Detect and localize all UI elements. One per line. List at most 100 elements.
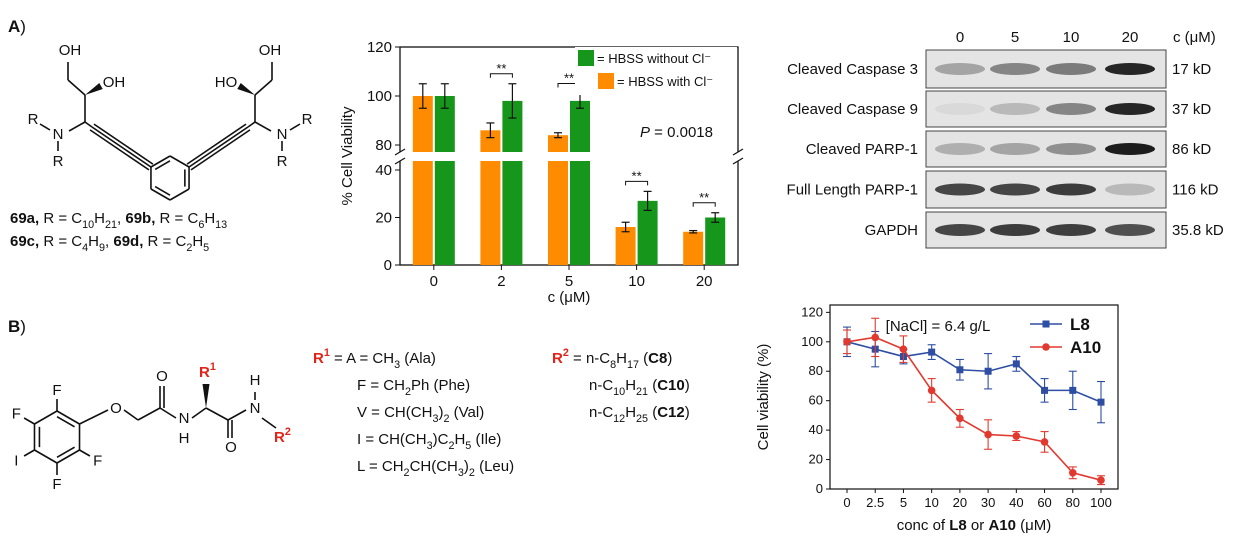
text-part: R <box>552 350 563 367</box>
band <box>935 143 985 155</box>
text-part: ) <box>685 404 690 421</box>
bond <box>57 411 80 424</box>
y-axis-label: Cell viability (%) <box>755 344 772 451</box>
text-part: P <box>640 124 650 141</box>
text: 69c, R = C4H9, 69d, R = C2H5 <box>10 233 209 254</box>
bond <box>228 410 246 420</box>
legend-label: = HBSS with Cl⁻ <box>617 74 713 89</box>
text-part: ( <box>639 350 648 367</box>
band <box>990 184 1040 196</box>
text-part: )C <box>433 431 449 448</box>
bond <box>151 189 170 200</box>
x-tick-label: 0 <box>430 273 438 290</box>
text-part: ( <box>648 377 657 394</box>
y-tick-label: 60 <box>809 393 823 408</box>
wedge-bond <box>203 384 210 408</box>
text-part: L = CH <box>357 458 404 475</box>
series-line <box>847 337 1101 480</box>
band <box>990 63 1040 75</box>
bond <box>160 408 176 418</box>
size-label: 37 kD <box>1172 101 1211 118</box>
marker <box>900 345 908 353</box>
bond <box>57 450 80 463</box>
atom-label: O <box>225 439 237 456</box>
atom-label: I <box>14 453 18 470</box>
atom-label: O <box>110 400 122 417</box>
x-tick-label: 40 <box>1009 495 1023 510</box>
protein-label: Cleaved PARP-1 <box>806 141 918 158</box>
bond <box>262 418 276 428</box>
marker <box>1069 469 1077 477</box>
text-part: A <box>8 17 20 36</box>
legend-marker <box>1043 321 1050 328</box>
atom-label: N <box>179 410 190 427</box>
y-tick-label: 120 <box>801 304 823 319</box>
bond <box>24 450 34 456</box>
text-part: ) <box>667 350 672 367</box>
y-tick-label: 80 <box>375 137 392 154</box>
band <box>935 184 985 196</box>
text-part: R <box>274 429 285 446</box>
size-label: 116 kD <box>1172 182 1219 199</box>
marker <box>1098 399 1105 406</box>
bond <box>34 450 57 463</box>
bar <box>413 96 433 265</box>
text-part: H <box>616 350 627 367</box>
bond <box>191 130 250 170</box>
text-part: conc of <box>897 517 950 534</box>
significance: ** <box>496 61 506 76</box>
text-part: 13 <box>215 219 227 231</box>
bond <box>34 411 57 424</box>
atom-label: H <box>179 430 190 447</box>
y-tick-label: 20 <box>375 210 392 227</box>
bond <box>206 408 228 420</box>
text-part: n-C <box>589 377 613 394</box>
text: n-C12H25 (C12) <box>589 404 690 425</box>
annotation: [NaCl] = 6.4 g/L <box>886 318 991 335</box>
lane-label: 10 <box>1063 29 1080 46</box>
bond <box>255 80 272 95</box>
bond <box>80 450 90 456</box>
band <box>990 224 1040 236</box>
text-part: R = C <box>39 233 82 250</box>
text: 69a, R = C10H21, 69b, R = C6H13 <box>10 210 227 231</box>
x-tick-label: 0 <box>843 495 850 510</box>
atom-label: R <box>277 153 288 170</box>
bond <box>40 124 50 130</box>
bond <box>151 156 170 167</box>
band <box>1105 224 1155 236</box>
size-label: 17 kD <box>1172 61 1211 78</box>
legend-label: A10 <box>1070 338 1101 357</box>
text-part: A10 <box>988 517 1016 534</box>
band <box>1046 143 1096 155</box>
series-line <box>847 342 1101 402</box>
text: V = CH(CH3)2 (Val) <box>357 404 484 425</box>
atom-label: O <box>156 368 168 385</box>
text-part: (Val) <box>449 404 484 421</box>
marker <box>1041 387 1048 394</box>
text-part: I = CH(CH <box>357 431 427 448</box>
text-part: 21 <box>105 219 117 231</box>
text-part: 5 <box>203 242 209 254</box>
text-part: 21 <box>636 386 648 398</box>
text-part: H <box>204 210 215 227</box>
bond <box>189 127 248 167</box>
bar <box>705 218 725 266</box>
wedge-bond <box>237 83 255 95</box>
bond <box>68 80 85 95</box>
text-part: R <box>313 350 324 367</box>
text-part: ) <box>685 377 690 394</box>
band <box>935 224 985 236</box>
size-label: 86 kD <box>1172 141 1211 158</box>
axis-break <box>394 152 744 161</box>
legend-label: L8 <box>1070 315 1090 334</box>
text-part: (Leu) <box>475 458 514 475</box>
text-part: CH(CH <box>410 458 458 475</box>
text-part: F = CH <box>357 377 405 394</box>
text-part: V = CH(CH <box>357 404 432 421</box>
text-part: 69b, <box>125 210 155 227</box>
bond <box>92 127 151 167</box>
bond <box>85 122 92 127</box>
atom-label: OH <box>259 42 282 59</box>
bar <box>570 101 590 265</box>
